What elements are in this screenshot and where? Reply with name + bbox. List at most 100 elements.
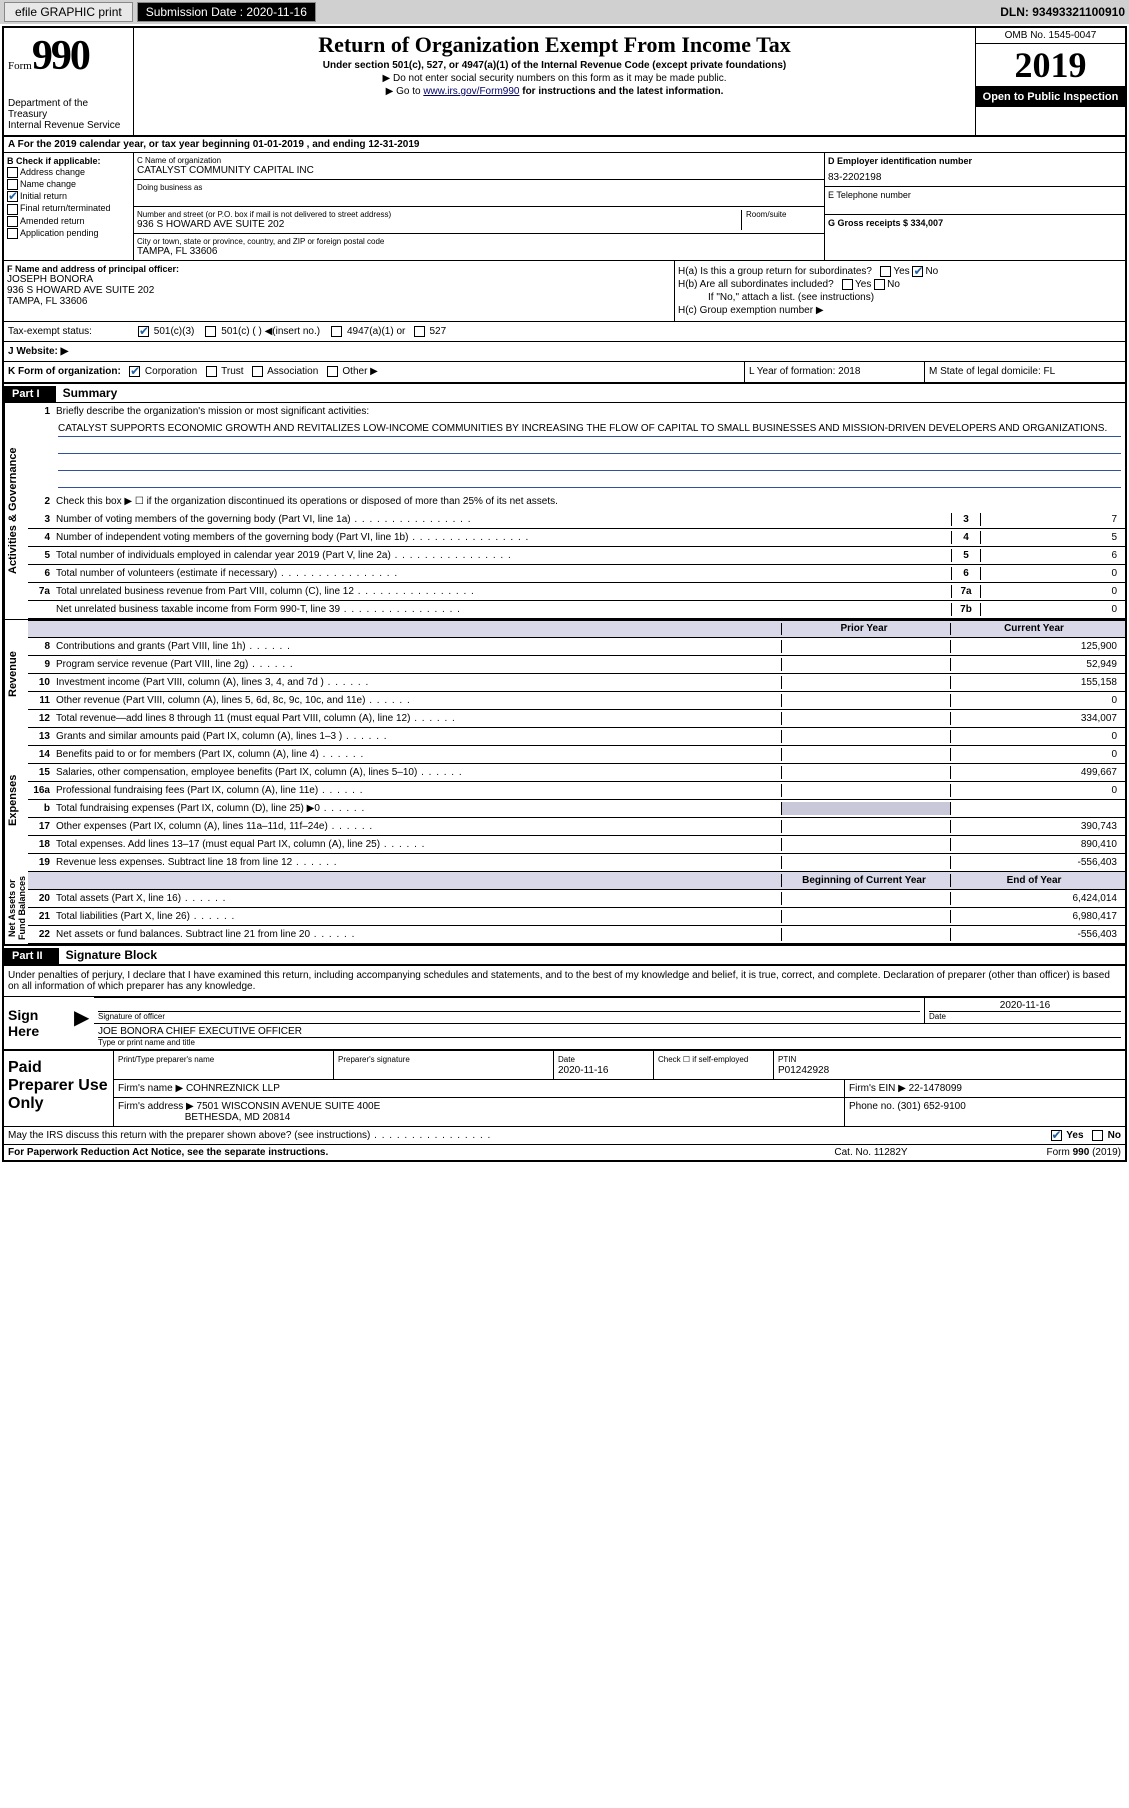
summary-line: 18Total expenses. Add lines 13–17 (must … (28, 836, 1125, 854)
address-change-checkbox[interactable] (7, 167, 18, 178)
ptin-label: PTIN (778, 1055, 796, 1064)
form-990-container: Form990 Department of the Treasury Inter… (2, 26, 1127, 1162)
ein-label: D Employer identification number (828, 156, 1122, 166)
hb-yes-checkbox[interactable] (842, 279, 853, 290)
ha-yes-checkbox[interactable] (880, 266, 891, 277)
amended-label: Amended return (20, 216, 85, 226)
block-m: M State of legal domicile: FL (925, 362, 1125, 381)
form-number: 990 (32, 33, 89, 79)
efile-button[interactable]: efile GRAPHIC print (4, 2, 133, 22)
summary-line: 20Total assets (Part X, line 16)6,424,01… (28, 890, 1125, 908)
discuss-yes-checkbox[interactable] (1051, 1130, 1062, 1141)
side-net-assets: Net Assets or Fund Balances (4, 872, 28, 944)
eoy-header: End of Year (951, 875, 1121, 886)
officer-city: TAMPA, FL 33606 (7, 296, 671, 307)
bcy-header: Beginning of Current Year (781, 874, 951, 887)
officer-name-title: JOE BONORA CHIEF EXECUTIVE OFFICER (98, 1026, 1121, 1038)
summary-line: 11Other revenue (Part VIII, column (A), … (28, 692, 1125, 710)
ha-label: H(a) Is this a group return for subordin… (678, 266, 872, 277)
q1-label: Briefly describe the organization's miss… (56, 406, 1121, 417)
block-deg: D Employer identification number 83-2202… (825, 153, 1125, 260)
summary-line: Net unrelated business taxable income fr… (28, 601, 1125, 619)
side-expenses: Expenses (4, 728, 28, 872)
summary-line: 19Revenue less expenses. Subtract line 1… (28, 854, 1125, 872)
summary-line: 15Salaries, other compensation, employee… (28, 764, 1125, 782)
ha-no-checkbox[interactable] (912, 266, 923, 277)
omb-number: OMB No. 1545-0047 (976, 28, 1125, 44)
dept-label: Department of the Treasury Internal Reve… (8, 98, 129, 131)
expenses-section: Expenses 13Grants and similar amounts pa… (4, 728, 1125, 872)
application-pending-checkbox[interactable] (7, 228, 18, 239)
initial-return-label: Initial return (20, 191, 67, 201)
summary-line: bTotal fundraising expenses (Part IX, co… (28, 800, 1125, 818)
hb-no-checkbox[interactable] (874, 279, 885, 290)
527-checkbox[interactable] (414, 326, 425, 337)
form-header: Form990 Department of the Treasury Inter… (4, 28, 1125, 137)
part2-header-row: Part II Signature Block (4, 946, 1125, 964)
summary-line: 21Total liabilities (Part X, line 26)6,9… (28, 908, 1125, 926)
501c-label: 501(c) ( ) ◀(insert no.) (221, 326, 320, 337)
initial-return-checkbox[interactable] (7, 191, 18, 202)
hb-note: If "No," attach a list. (see instruction… (678, 292, 1122, 303)
firm-ein-value: 22-1478099 (909, 1083, 962, 1094)
irs-link[interactable]: www.irs.gov/Form990 (423, 86, 519, 97)
corp-checkbox[interactable] (129, 366, 140, 377)
final-return-label: Final return/terminated (20, 203, 111, 213)
net-assets-section: Net Assets or Fund Balances Beginning of… (4, 872, 1125, 946)
summary-line: 6Total number of volunteers (estimate if… (28, 565, 1125, 583)
4947-label: 4947(a)(1) or (347, 326, 405, 337)
hc-label: H(c) Group exemption number ▶ (678, 305, 1122, 316)
current-year-header: Current Year (951, 623, 1121, 634)
room-label: Room/suite (746, 210, 821, 219)
type-name-label: Type or print name and title (98, 1038, 1121, 1047)
sign-here-label: Sign Here (4, 997, 74, 1049)
revenue-section: Revenue Prior YearCurrent Year 8Contribu… (4, 619, 1125, 728)
part1-tag: Part I (4, 386, 56, 402)
4947-checkbox[interactable] (331, 326, 342, 337)
discuss-no-checkbox[interactable] (1092, 1130, 1103, 1141)
footer-row: For Paperwork Reduction Act Notice, see … (4, 1144, 1125, 1160)
k-form-row: K Form of organization: Corporation Trus… (4, 362, 1125, 383)
firm-name-value: COHNREZNICK LLP (186, 1083, 280, 1094)
501c-checkbox[interactable] (205, 326, 216, 337)
block-h: H(a) Is this a group return for subordin… (675, 261, 1125, 321)
firm-ein-label: Firm's EIN ▶ (849, 1083, 906, 1094)
self-employed-label: Check ☐ if self-employed (658, 1055, 748, 1064)
city-value: TAMPA, FL 33606 (137, 246, 821, 257)
amended-checkbox[interactable] (7, 216, 18, 227)
trust-checkbox[interactable] (206, 366, 217, 377)
assoc-checkbox[interactable] (252, 366, 263, 377)
street-value: 936 S HOWARD AVE SUITE 202 (137, 219, 741, 230)
summary-line: 16aProfessional fundraising fees (Part I… (28, 782, 1125, 800)
summary-line: 14Benefits paid to or for members (Part … (28, 746, 1125, 764)
summary-line: 13Grants and similar amounts paid (Part … (28, 728, 1125, 746)
other-checkbox[interactable] (327, 366, 338, 377)
header-right: OMB No. 1545-0047 2019 Open to Public In… (975, 28, 1125, 135)
block-f: F Name and address of principal officer:… (4, 261, 675, 321)
sign-arrow-icon: ▶ (74, 997, 94, 1049)
prep-sig-label: Preparer's signature (338, 1055, 410, 1064)
address-change-label: Address change (20, 167, 85, 177)
summary-line: 4Number of independent voting members of… (28, 529, 1125, 547)
summary-line: 9Program service revenue (Part VIII, lin… (28, 656, 1125, 674)
dba-label: Doing business as (137, 183, 821, 192)
hb-label: H(b) Are all subordinates included? (678, 279, 834, 290)
cat-number: Cat. No. 11282Y (771, 1147, 971, 1158)
mission-block: CATALYST SUPPORTS ECONOMIC GROWTH AND RE… (28, 421, 1125, 493)
note-ssn: ▶ Do not enter social security numbers o… (142, 73, 967, 84)
period-row: A For the 2019 calendar year, or tax yea… (4, 137, 1125, 153)
officer-row: F Name and address of principal officer:… (4, 261, 1125, 322)
firm-addr2: BETHESDA, MD 20814 (185, 1112, 291, 1123)
paid-preparer-label: Paid Preparer Use Only (4, 1051, 114, 1126)
b-label: B Check if applicable: (7, 156, 130, 166)
form-word: Form (8, 60, 32, 72)
org-name: CATALYST COMMUNITY CAPITAL INC (137, 165, 821, 176)
note-goto: ▶ Go to www.irs.gov/Form990 for instruct… (142, 86, 967, 97)
submission-date-button[interactable]: Submission Date : 2020-11-16 (137, 2, 316, 22)
501c3-checkbox[interactable] (138, 326, 149, 337)
final-return-checkbox[interactable] (7, 204, 18, 215)
ha-yes-label: Yes (893, 266, 909, 277)
firm-name-label: Firm's name ▶ (118, 1083, 183, 1094)
hb-yes-label: Yes (855, 279, 871, 290)
org-name-label: C Name of organization (137, 156, 821, 165)
